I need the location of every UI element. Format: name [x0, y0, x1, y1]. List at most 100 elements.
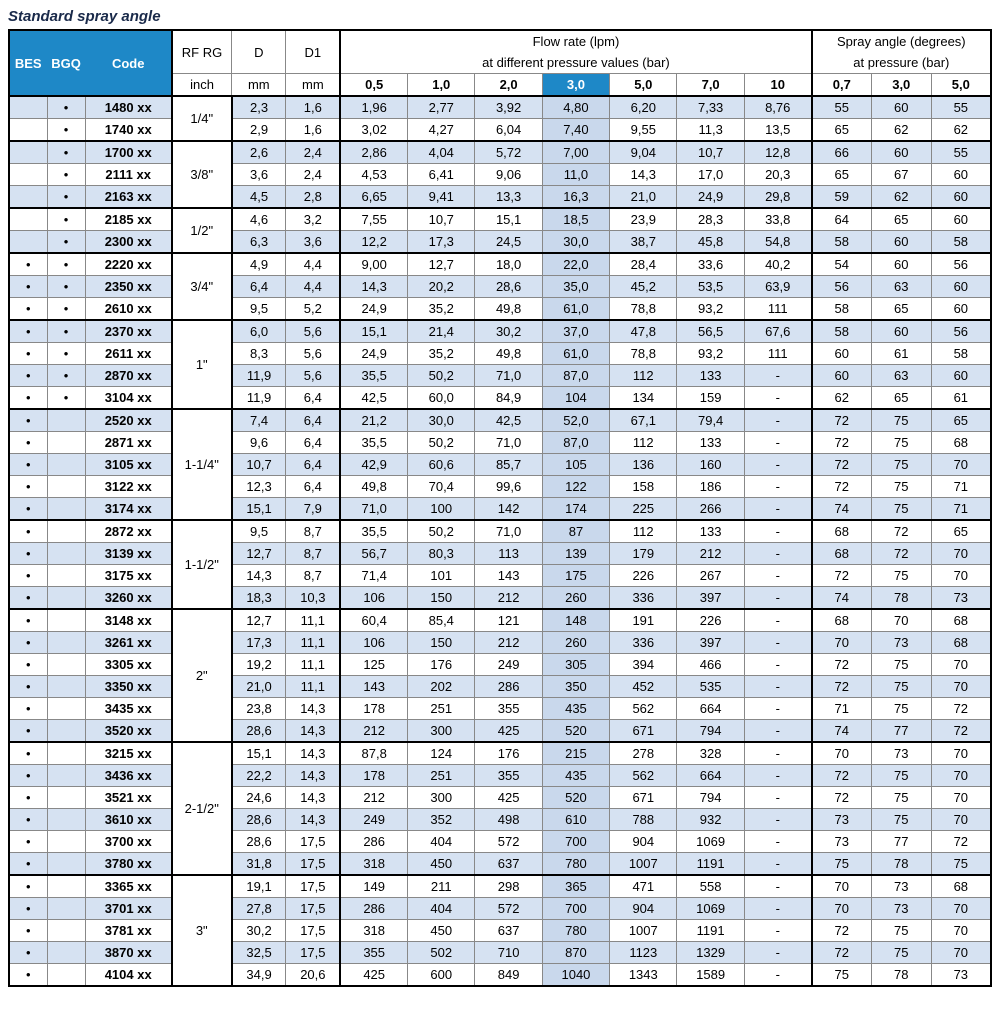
- cell-angle: 65: [871, 208, 931, 231]
- cell-flow: 336: [610, 587, 677, 610]
- cell-angle: 78: [871, 964, 931, 987]
- cell-bgq: •: [47, 343, 85, 365]
- cell-flow: 794: [677, 720, 744, 743]
- cell-flow: 600: [408, 964, 475, 987]
- cell-flow: 42,5: [475, 409, 542, 432]
- cell-flow: 61,0: [542, 343, 609, 365]
- table-row: •3215 xx2-1/2"15,114,387,812417621527832…: [9, 742, 991, 765]
- cell-angle: 72: [812, 654, 872, 676]
- cell-flow: 105: [542, 454, 609, 476]
- cell-angle: 72: [931, 720, 991, 743]
- cell-angle: 75: [871, 809, 931, 831]
- table-row: ••2610 xx9,55,224,935,249,861,078,893,21…: [9, 298, 991, 321]
- cell-angle: 60: [871, 320, 931, 343]
- cell-flow: 175: [542, 565, 609, 587]
- cell-angle: 61: [931, 387, 991, 410]
- cell-bes: [9, 186, 47, 209]
- cell-bgq: [47, 543, 85, 565]
- cell-flow: -: [744, 875, 811, 898]
- cell-flow: 125: [340, 654, 407, 676]
- cell-angle: 68: [812, 543, 872, 565]
- table-row: •2871 xx9,66,435,550,271,087,0112133-727…: [9, 432, 991, 454]
- cell-flow: 1007: [610, 853, 677, 876]
- cell-flow: 671: [610, 787, 677, 809]
- cell-flow: -: [744, 454, 811, 476]
- cell-flow: 80,3: [408, 543, 475, 565]
- cell-bes: •: [9, 409, 47, 432]
- cell-flow: 664: [677, 765, 744, 787]
- cell-d: 12,7: [232, 543, 286, 565]
- cell-bgq: [47, 520, 85, 543]
- cell-flow: 212: [475, 587, 542, 610]
- cell-angle: 72: [812, 454, 872, 476]
- cell-code: 3436 xx: [85, 765, 172, 787]
- cell-code: 3701 xx: [85, 898, 172, 920]
- cell-bgq: •: [47, 320, 85, 343]
- cell-angle: 56: [812, 276, 872, 298]
- cell-bes: •: [9, 320, 47, 343]
- cell-flow: 93,2: [677, 298, 744, 321]
- cell-flow: -: [744, 676, 811, 698]
- cell-bes: •: [9, 432, 47, 454]
- cell-flow: 13,5: [744, 119, 811, 142]
- hdr-rf: RF RG: [172, 30, 232, 74]
- cell-angle: 72: [812, 942, 872, 964]
- cell-flow: 24,9: [340, 343, 407, 365]
- cell-angle: 68: [812, 520, 872, 543]
- cell-d: 8,3: [232, 343, 286, 365]
- cell-bes: •: [9, 520, 47, 543]
- cell-angle: 75: [871, 432, 931, 454]
- cell-d1: 14,3: [286, 720, 340, 743]
- cell-angle: 75: [871, 476, 931, 498]
- cell-flow: 266: [677, 498, 744, 521]
- cell-d1: 14,3: [286, 698, 340, 720]
- hdr-angle-pressure: 3,0: [871, 74, 931, 97]
- cell-d: 9,5: [232, 520, 286, 543]
- cell-d: 21,0: [232, 676, 286, 698]
- cell-d1: 4,4: [286, 253, 340, 276]
- cell-d1: 6,4: [286, 454, 340, 476]
- cell-code: 2111 xx: [85, 164, 172, 186]
- cell-angle: 72: [812, 676, 872, 698]
- cell-bes: •: [9, 654, 47, 676]
- cell-d: 10,7: [232, 454, 286, 476]
- cell-d1: 2,4: [286, 164, 340, 186]
- cell-flow: 12,2: [340, 231, 407, 254]
- cell-d: 32,5: [232, 942, 286, 964]
- cell-code: 3435 xx: [85, 698, 172, 720]
- cell-flow: -: [744, 698, 811, 720]
- cell-code: 2350 xx: [85, 276, 172, 298]
- cell-angle: 75: [871, 498, 931, 521]
- table-title: Standard spray angle: [8, 8, 992, 25]
- cell-d: 30,2: [232, 920, 286, 942]
- cell-angle: 71: [931, 498, 991, 521]
- cell-flow: 71,4: [340, 565, 407, 587]
- cell-angle: 75: [871, 698, 931, 720]
- cell-flow: 6,41: [408, 164, 475, 186]
- cell-code: 3521 xx: [85, 787, 172, 809]
- cell-code: 2163 xx: [85, 186, 172, 209]
- cell-d: 34,9: [232, 964, 286, 987]
- cell-flow: 318: [340, 853, 407, 876]
- cell-flow: 45,2: [610, 276, 677, 298]
- cell-code: 3261 xx: [85, 632, 172, 654]
- cell-flow: 1589: [677, 964, 744, 987]
- cell-flow: 21,0: [610, 186, 677, 209]
- cell-flow: 87,0: [542, 365, 609, 387]
- cell-flow: 143: [475, 565, 542, 587]
- cell-flow: 637: [475, 920, 542, 942]
- cell-flow: 38,7: [610, 231, 677, 254]
- cell-flow: 50,2: [408, 432, 475, 454]
- cell-d: 15,1: [232, 742, 286, 765]
- cell-flow: -: [744, 476, 811, 498]
- cell-angle: 75: [871, 920, 931, 942]
- hdr-angle-pressure: 0,7: [812, 74, 872, 97]
- cell-d: 19,1: [232, 875, 286, 898]
- cell-bgq: [47, 765, 85, 787]
- cell-flow: 249: [340, 809, 407, 831]
- cell-d: 3,6: [232, 164, 286, 186]
- cell-angle: 59: [812, 186, 872, 209]
- cell-flow: 70,4: [408, 476, 475, 498]
- hdr-angle-sub: at pressure (bar): [812, 52, 991, 74]
- cell-code: 3305 xx: [85, 654, 172, 676]
